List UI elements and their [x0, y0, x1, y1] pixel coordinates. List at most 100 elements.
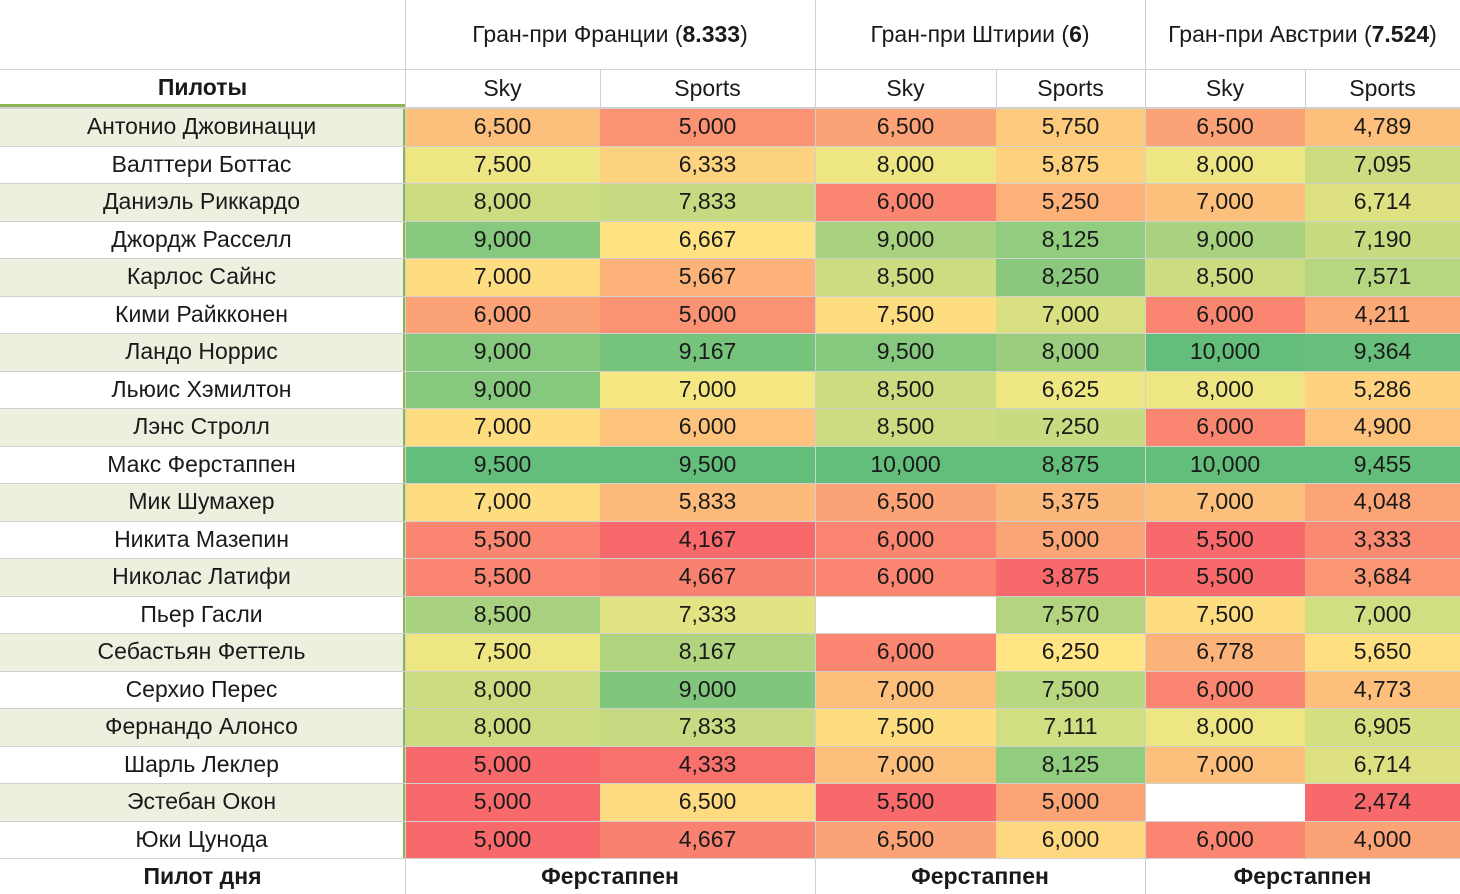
rating-cell-austria-sports[interactable]: 9,455 [1305, 445, 1460, 483]
rating-cell-styria-sports[interactable]: 5,750 [996, 108, 1145, 146]
rating-cell-styria-sports[interactable]: 8,125 [996, 220, 1145, 258]
rating-cell-france-sky[interactable]: 9,500 [405, 445, 600, 483]
sub-header-france-sky[interactable]: Sky [483, 75, 522, 101]
rating-cell-france-sports[interactable]: 5,833 [600, 483, 815, 521]
rating-cell-france-sky[interactable]: 5,000 [405, 820, 600, 858]
rating-cell-austria-sky[interactable]: 5,500 [1145, 520, 1305, 558]
rating-cell-france-sky[interactable]: 7,000 [405, 483, 600, 521]
pilot-name-cell[interactable]: Ландо Норрис [0, 333, 405, 371]
pilot-name-cell[interactable]: Валттери Боттас [0, 145, 405, 183]
rating-cell-styria-sky[interactable]: 6,000 [815, 183, 996, 221]
rating-cell-styria-sky[interactable]: 7,500 [815, 708, 996, 746]
pilot-name-cell[interactable]: Антонио Джовинацци [0, 108, 405, 146]
rating-cell-styria-sports[interactable]: 5,375 [996, 483, 1145, 521]
rating-cell-austria-sky[interactable]: 7,500 [1145, 595, 1305, 633]
rating-cell-france-sky[interactable]: 5,000 [405, 745, 600, 783]
pilot-name-cell[interactable]: Эстебан Окон [0, 783, 405, 821]
rating-cell-styria-sky[interactable]: 6,000 [815, 633, 996, 671]
rating-cell-france-sky[interactable]: 9,000 [405, 333, 600, 371]
sub-header-austria-sports[interactable]: Sports [1349, 75, 1416, 101]
pilot-name-cell[interactable]: Фернандо Алонсо [0, 708, 405, 746]
rating-cell-austria-sports[interactable]: 4,048 [1305, 483, 1460, 521]
rating-cell-austria-sky[interactable]: 6,500 [1145, 108, 1305, 146]
rating-cell-styria-sports[interactable]: 7,570 [996, 595, 1145, 633]
rating-cell-styria-sports[interactable]: 5,250 [996, 183, 1145, 221]
rating-cell-france-sports[interactable]: 9,500 [600, 445, 815, 483]
rating-cell-austria-sky[interactable] [1145, 783, 1305, 821]
rating-cell-france-sports[interactable]: 6,000 [600, 408, 815, 446]
rating-cell-austria-sports[interactable]: 6,714 [1305, 745, 1460, 783]
rating-cell-austria-sports[interactable]: 4,211 [1305, 295, 1460, 333]
rating-cell-france-sports[interactable]: 7,333 [600, 595, 815, 633]
rating-cell-styria-sky[interactable]: 7,500 [815, 295, 996, 333]
rating-cell-styria-sky[interactable]: 5,500 [815, 783, 996, 821]
rating-cell-france-sky[interactable]: 7,000 [405, 258, 600, 296]
rating-cell-france-sky[interactable]: 7,500 [405, 633, 600, 671]
pilot-of-day-label[interactable]: Пилот дня [143, 862, 262, 889]
rating-cell-france-sports[interactable]: 6,333 [600, 145, 815, 183]
rating-cell-austria-sky[interactable]: 9,000 [1145, 220, 1305, 258]
rating-cell-austria-sports[interactable]: 6,905 [1305, 708, 1460, 746]
rating-cell-france-sky[interactable]: 8,000 [405, 708, 600, 746]
rating-cell-styria-sky[interactable]: 8,500 [815, 370, 996, 408]
rating-cell-austria-sky[interactable]: 6,000 [1145, 295, 1305, 333]
sub-header-france-sports[interactable]: Sports [674, 75, 741, 101]
pilots-header[interactable]: Пилоты [0, 70, 405, 107]
rating-cell-austria-sky[interactable]: 6,000 [1145, 820, 1305, 858]
pilot-name-cell[interactable]: Юки Цунода [0, 820, 405, 858]
pilot-name-cell[interactable]: Николас Латифи [0, 558, 405, 596]
rating-cell-austria-sky[interactable]: 6,000 [1145, 670, 1305, 708]
pilot-name-cell[interactable]: Лэнс Стролл [0, 408, 405, 446]
rating-cell-austria-sky[interactable]: 6,778 [1145, 633, 1305, 671]
rating-cell-france-sky[interactable]: 5,500 [405, 520, 600, 558]
rating-cell-styria-sports[interactable]: 8,250 [996, 258, 1145, 296]
rating-cell-austria-sports[interactable]: 7,000 [1305, 595, 1460, 633]
rating-cell-france-sports[interactable]: 7,000 [600, 370, 815, 408]
rating-cell-austria-sky[interactable]: 10,000 [1145, 333, 1305, 371]
race-title-styria[interactable]: Гран-при Штирии (6) [870, 21, 1090, 47]
rating-cell-austria-sports[interactable]: 2,474 [1305, 783, 1460, 821]
rating-cell-france-sports[interactable]: 4,667 [600, 820, 815, 858]
rating-cell-france-sky[interactable]: 6,000 [405, 295, 600, 333]
pilot-name-cell[interactable]: Макс Ферстаппен [0, 445, 405, 483]
pilot-name-cell[interactable]: Никита Мазепин [0, 520, 405, 558]
rating-cell-france-sports[interactable]: 4,333 [600, 745, 815, 783]
rating-cell-styria-sports[interactable]: 5,875 [996, 145, 1145, 183]
rating-cell-austria-sports[interactable]: 3,333 [1305, 520, 1460, 558]
rating-cell-styria-sky[interactable]: 6,500 [815, 820, 996, 858]
rating-cell-france-sports[interactable]: 7,833 [600, 708, 815, 746]
sub-header-styria-sky[interactable]: Sky [886, 75, 925, 101]
pilot-name-cell[interactable]: Карлос Сайнс [0, 258, 405, 296]
sub-header-austria-sky[interactable]: Sky [1205, 75, 1245, 101]
rating-cell-styria-sports[interactable]: 7,111 [996, 708, 1145, 746]
rating-cell-austria-sky[interactable]: 8,000 [1145, 370, 1305, 408]
rating-cell-austria-sports[interactable]: 7,571 [1305, 258, 1460, 296]
rating-cell-france-sports[interactable]: 5,000 [600, 108, 815, 146]
rating-cell-france-sports[interactable]: 8,167 [600, 633, 815, 671]
rating-cell-austria-sky[interactable]: 6,000 [1145, 408, 1305, 446]
rating-cell-austria-sports[interactable]: 3,684 [1305, 558, 1460, 596]
rating-cell-austria-sports[interactable]: 9,364 [1305, 333, 1460, 371]
pilot-of-day-styria[interactable]: Ферстаппен [911, 862, 1049, 889]
rating-cell-france-sports[interactable]: 9,000 [600, 670, 815, 708]
pilot-name-cell[interactable]: Мик Шумахер [0, 483, 405, 521]
rating-cell-france-sports[interactable]: 5,667 [600, 258, 815, 296]
rating-cell-france-sky[interactable]: 6,500 [405, 108, 600, 146]
rating-cell-austria-sky[interactable]: 10,000 [1145, 445, 1305, 483]
rating-cell-austria-sports[interactable]: 5,650 [1305, 633, 1460, 671]
rating-cell-austria-sky[interactable]: 8,000 [1145, 708, 1305, 746]
rating-cell-france-sky[interactable]: 7,500 [405, 145, 600, 183]
rating-cell-styria-sports[interactable]: 7,000 [996, 295, 1145, 333]
rating-cell-styria-sky[interactable]: 8,500 [815, 408, 996, 446]
rating-cell-styria-sports[interactable]: 6,250 [996, 633, 1145, 671]
rating-cell-austria-sky[interactable]: 7,000 [1145, 745, 1305, 783]
rating-cell-styria-sports[interactable]: 8,125 [996, 745, 1145, 783]
rating-cell-austria-sports[interactable]: 4,773 [1305, 670, 1460, 708]
pilot-name-cell[interactable]: Шарль Леклер [0, 745, 405, 783]
rating-cell-france-sky[interactable]: 8,500 [405, 595, 600, 633]
rating-cell-styria-sports[interactable]: 7,250 [996, 408, 1145, 446]
rating-cell-styria-sports[interactable]: 7,500 [996, 670, 1145, 708]
rating-cell-styria-sports[interactable]: 6,625 [996, 370, 1145, 408]
rating-cell-styria-sky[interactable]: 8,500 [815, 258, 996, 296]
rating-cell-austria-sky[interactable]: 7,000 [1145, 183, 1305, 221]
